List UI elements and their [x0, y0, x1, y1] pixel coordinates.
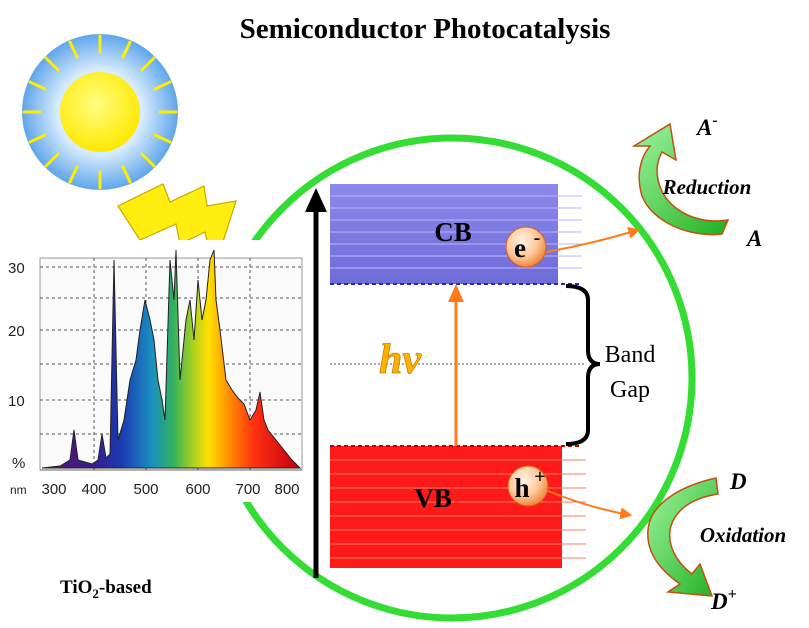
y-tick-10: 10 — [8, 393, 25, 410]
acceptor-product: A- — [695, 112, 718, 140]
acceptor-product-symbol: A — [695, 115, 712, 140]
electron-transfer-arrow — [545, 227, 641, 253]
solar-spectrum: 30 20 10 % nm 300 400 500 600 700 800 — [0, 240, 305, 502]
vb-label: VB — [414, 483, 452, 513]
hole-symbol: h — [514, 473, 529, 503]
spectrum-curve — [41, 249, 302, 469]
material-prefix: TiO — [60, 577, 92, 598]
valence-band — [330, 445, 586, 568]
x-unit: nm — [10, 483, 27, 497]
hole-transfer-arrow — [547, 490, 633, 520]
material-label: TiO2-based — [60, 577, 152, 601]
x-tick-700: 700 — [235, 481, 260, 498]
y-unit: % — [12, 455, 25, 472]
x-tick-600: 600 — [185, 481, 210, 498]
excitation-arrow — [448, 284, 464, 446]
energy-axis-arrow — [305, 188, 327, 578]
lightning-icon — [117, 183, 237, 273]
reduction-arrow-icon — [631, 122, 730, 236]
electron-symbol: e — [514, 233, 526, 263]
acceptor: A — [745, 226, 762, 251]
oxidation-label: Oxidation — [700, 523, 786, 547]
reduction-label: Reduction — [662, 175, 752, 199]
band-gap-label-2: Gap — [610, 377, 650, 403]
electron-charge: - — [534, 227, 541, 249]
y-tick-30: 30 — [8, 260, 25, 277]
y-tick-20: 20 — [8, 323, 25, 340]
material-suffix: -based — [99, 577, 152, 598]
band-gap-label-1: Band — [605, 342, 656, 368]
x-tick-400: 400 — [81, 481, 106, 498]
oxidation-arrow-icon — [647, 477, 719, 597]
band-gap-brace — [565, 284, 601, 446]
hole-bubble: h + — [507, 465, 549, 507]
cb-label: CB — [434, 217, 472, 247]
donor-product-charge: + — [728, 586, 737, 603]
donor-product: D+ — [710, 586, 737, 614]
sun-icon — [22, 34, 178, 190]
x-tick-800: 800 — [274, 481, 299, 498]
donor: D — [729, 469, 747, 494]
donor-product-symbol: D — [710, 589, 728, 614]
photon-energy-label: hv — [379, 337, 422, 383]
diagram-title: Semiconductor Photocatalysis — [240, 13, 611, 45]
acceptor-product-charge: - — [712, 112, 717, 129]
x-tick-300: 300 — [41, 481, 66, 498]
material-subscript: 2 — [92, 586, 99, 601]
hole-charge: + — [534, 466, 545, 488]
x-tick-500: 500 — [133, 481, 158, 498]
electron-bubble: e - — [505, 226, 547, 268]
